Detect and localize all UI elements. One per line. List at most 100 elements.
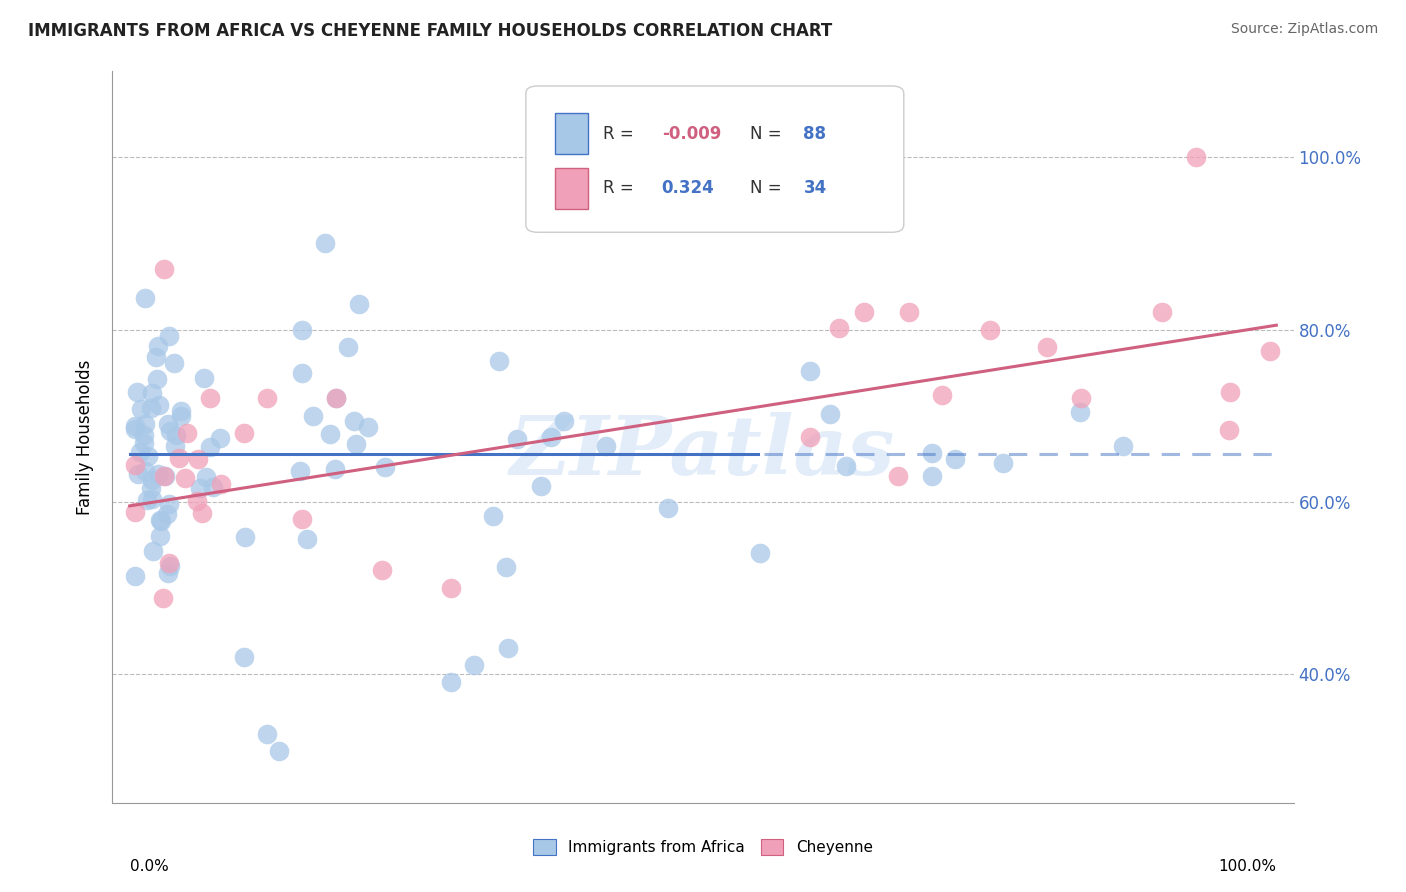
Point bbox=[176, 425, 198, 440]
Point bbox=[256, 392, 278, 406]
Point bbox=[553, 414, 575, 428]
Point bbox=[835, 458, 858, 473]
Point bbox=[153, 468, 176, 483]
Point bbox=[931, 388, 953, 402]
Point bbox=[169, 451, 191, 466]
Point bbox=[145, 351, 167, 365]
Point bbox=[323, 461, 346, 475]
Point bbox=[291, 322, 314, 336]
Point bbox=[159, 559, 181, 574]
Point bbox=[135, 492, 157, 507]
Legend: Immigrants from Africa, Cheyenne: Immigrants from Africa, Cheyenne bbox=[527, 833, 879, 861]
Point bbox=[134, 291, 156, 305]
Point bbox=[124, 569, 146, 583]
FancyBboxPatch shape bbox=[526, 86, 904, 232]
Point bbox=[187, 451, 209, 466]
Point bbox=[749, 546, 772, 560]
Point bbox=[347, 296, 370, 310]
Point bbox=[1070, 392, 1092, 406]
Point bbox=[156, 566, 179, 581]
Point bbox=[200, 440, 222, 454]
Text: IMMIGRANTS FROM AFRICA VS CHEYENNE FAMILY HOUSEHOLDS CORRELATION CHART: IMMIGRANTS FROM AFRICA VS CHEYENNE FAMIL… bbox=[28, 22, 832, 40]
Point bbox=[149, 513, 172, 527]
Point bbox=[208, 430, 231, 444]
Point bbox=[170, 409, 193, 423]
Point bbox=[979, 322, 1001, 336]
Point bbox=[374, 460, 396, 475]
Point bbox=[132, 436, 155, 450]
Point bbox=[991, 456, 1014, 470]
Point bbox=[325, 392, 347, 406]
Point bbox=[209, 477, 232, 491]
Point bbox=[124, 418, 146, 433]
Point bbox=[148, 398, 170, 412]
Point bbox=[496, 640, 519, 655]
Point bbox=[827, 321, 849, 335]
Point bbox=[149, 529, 172, 543]
Point bbox=[1218, 424, 1240, 438]
Point bbox=[198, 392, 221, 406]
Point bbox=[506, 432, 529, 446]
Point bbox=[325, 392, 347, 406]
Point bbox=[202, 480, 225, 494]
Point bbox=[1258, 344, 1281, 359]
Point bbox=[141, 401, 163, 416]
Point bbox=[127, 385, 149, 400]
Point bbox=[153, 262, 176, 277]
Point bbox=[153, 468, 176, 483]
Point bbox=[482, 508, 505, 523]
Point bbox=[1036, 340, 1059, 354]
Point bbox=[336, 340, 359, 354]
Point bbox=[157, 556, 180, 570]
Point bbox=[371, 564, 394, 578]
Point bbox=[156, 508, 179, 522]
Point bbox=[921, 468, 943, 483]
Text: 100.0%: 100.0% bbox=[1219, 859, 1277, 874]
Point bbox=[159, 425, 181, 439]
Point bbox=[463, 658, 485, 673]
Point bbox=[146, 372, 169, 386]
Point bbox=[1112, 439, 1135, 453]
Text: 88: 88 bbox=[803, 125, 827, 143]
Point bbox=[288, 464, 311, 478]
Point bbox=[193, 371, 215, 385]
Point bbox=[530, 479, 553, 493]
Point bbox=[124, 458, 146, 472]
Point bbox=[943, 451, 966, 466]
Point bbox=[146, 467, 169, 482]
Point bbox=[852, 305, 875, 319]
Point bbox=[440, 581, 463, 595]
Point bbox=[141, 473, 163, 487]
Point bbox=[163, 440, 186, 454]
Y-axis label: Family Households: Family Households bbox=[76, 359, 94, 515]
Point bbox=[173, 471, 195, 485]
Point bbox=[188, 481, 211, 495]
Point bbox=[152, 591, 174, 606]
Text: R =: R = bbox=[603, 179, 638, 197]
Point bbox=[1218, 385, 1240, 400]
Point bbox=[186, 494, 208, 508]
Point bbox=[170, 404, 193, 418]
Text: Source: ZipAtlas.com: Source: ZipAtlas.com bbox=[1230, 22, 1378, 37]
Point bbox=[818, 407, 841, 421]
Point bbox=[134, 464, 156, 478]
Point bbox=[129, 402, 152, 417]
Point bbox=[141, 544, 163, 558]
Point bbox=[302, 409, 325, 423]
Point bbox=[165, 427, 187, 442]
Point bbox=[235, 530, 257, 544]
Point bbox=[267, 744, 290, 758]
Point bbox=[150, 514, 173, 528]
Point bbox=[657, 501, 679, 516]
Point bbox=[141, 481, 163, 495]
Point bbox=[233, 425, 256, 440]
Point bbox=[256, 727, 278, 741]
Text: 34: 34 bbox=[803, 179, 827, 197]
Point bbox=[488, 354, 510, 368]
Point bbox=[157, 497, 180, 511]
Point bbox=[921, 446, 943, 460]
Point bbox=[157, 329, 180, 343]
Point bbox=[141, 491, 163, 506]
Point bbox=[495, 560, 517, 574]
Text: N =: N = bbox=[751, 125, 787, 143]
